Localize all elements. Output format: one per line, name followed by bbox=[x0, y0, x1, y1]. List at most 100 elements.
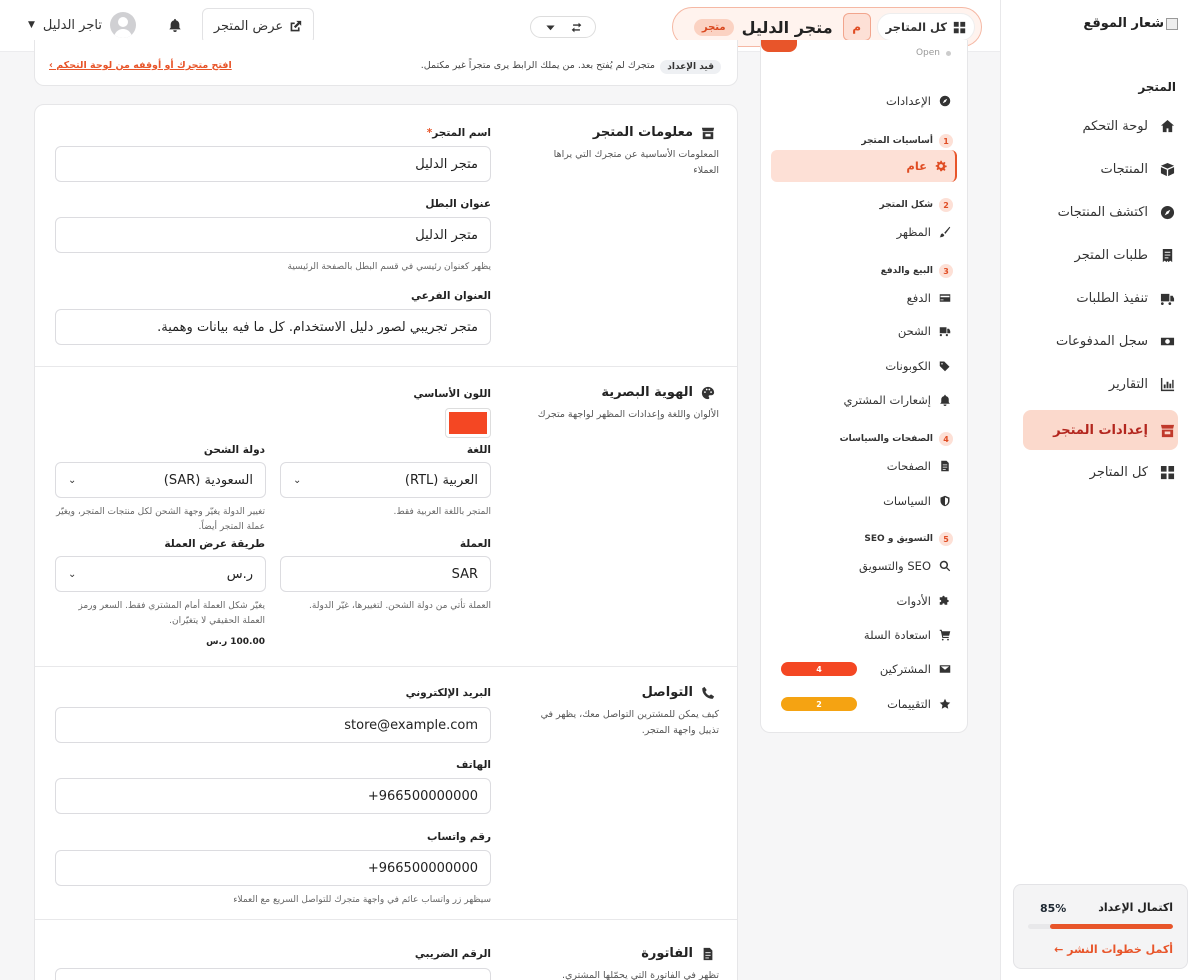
setup-progress-fill bbox=[1049, 924, 1173, 929]
settings-nav-label: التقييمات bbox=[887, 697, 931, 711]
visual-identity-section: الهوية البصرية الألوان واللغة وإعدادات ا… bbox=[35, 367, 737, 667]
settings-nav-appearance[interactable]: المظهر bbox=[771, 222, 951, 242]
current-store-name: متجر الدليل bbox=[741, 17, 833, 37]
brush-icon bbox=[939, 226, 951, 238]
hero-title-label: عنوان البطل bbox=[425, 198, 491, 210]
settings-nav-shipping[interactable]: الشحن bbox=[771, 321, 951, 341]
invoice-icon bbox=[701, 947, 715, 961]
sidebar-item-label: طلبات المتجر bbox=[1074, 247, 1148, 263]
settings-nav-policies[interactable]: السياسات bbox=[771, 491, 951, 511]
language-label: اللغة bbox=[466, 444, 491, 456]
store-info-section: معلومات المتجر المعلومات الأساسية عن متج… bbox=[35, 105, 737, 367]
settings-nav-buyer-notifications[interactable]: إشعارات المشتري bbox=[771, 390, 951, 410]
envelope-icon bbox=[939, 663, 951, 675]
settings-group-basics: 1 أساسيات المتجر bbox=[861, 134, 953, 148]
view-store-button[interactable]: عرض المتجر bbox=[202, 8, 314, 44]
store-switch-dropdown[interactable] bbox=[530, 16, 596, 38]
settings-nav-label: SEO والتسويق bbox=[859, 559, 931, 573]
section-description: تظهر في الفاتورة التي يحمّلها المشتري. bbox=[561, 970, 719, 980]
sidebar-section-title: المتجر bbox=[1138, 80, 1176, 94]
bell-icon[interactable] bbox=[168, 18, 182, 32]
sidebar-item-label: إعدادات المتجر bbox=[1053, 422, 1148, 438]
tags-icon bbox=[939, 360, 951, 372]
setup-progress-card: اكتمال الإعداد 85% أكمل خطوات النشر ← bbox=[1013, 884, 1188, 969]
whatsapp-field[interactable]: +966500000000 bbox=[55, 850, 491, 886]
sidebar-item-products[interactable]: المنتجات bbox=[1023, 150, 1178, 188]
subtitle-input[interactable]: متجر تجريبي لصور دليل الاستخدام. كل ما ف… bbox=[55, 309, 491, 345]
shipping-country-label: دولة الشحن bbox=[203, 444, 265, 456]
group-number: 4 bbox=[939, 432, 953, 446]
swap-arrows-icon bbox=[571, 22, 582, 33]
open-store-link[interactable]: افتح متجرك أو أوقفه من لوحة التحكم › bbox=[49, 60, 232, 71]
setup-progress-bar bbox=[1028, 924, 1173, 929]
sidebar-item-store-orders[interactable]: طلبات المتجر bbox=[1023, 236, 1178, 274]
subscribers-count-badge: 4 bbox=[781, 662, 857, 676]
settings-nav-pages[interactable]: الصفحات bbox=[771, 456, 951, 476]
currency-display-hint: يغيّر شكل العملة أمام المشتري فقط. السعر… bbox=[78, 601, 265, 626]
main-sidebar: شعار الموقع المتجر لوحة التحكم المنتجات … bbox=[1000, 0, 1200, 980]
settings-nav-label: المظهر bbox=[896, 225, 931, 239]
store-status: Open bbox=[916, 48, 951, 58]
group-number: 5 bbox=[939, 532, 953, 546]
settings-nav-reviews[interactable]: التقييمات 2 bbox=[771, 694, 951, 714]
setup-progress-percent: 85% bbox=[1040, 902, 1067, 915]
settings-nav-general[interactable]: عام bbox=[771, 150, 957, 182]
sidebar-item-store-settings[interactable]: إعدادات المتجر bbox=[1023, 410, 1178, 450]
complete-publish-steps-link[interactable]: أكمل خطوات النشر ← bbox=[1054, 943, 1173, 956]
all-stores-button[interactable]: كل المتاجر bbox=[876, 13, 975, 41]
contact-section: التواصل كيف يمكن للمشترين التواصل معك، ي… bbox=[35, 667, 737, 920]
currency-display-value: ر.س bbox=[226, 566, 253, 582]
user-menu[interactable]: تاجر الدليل ▼ bbox=[28, 12, 136, 38]
settings-nav-label: الشحن bbox=[897, 324, 931, 338]
sidebar-item-all-stores[interactable]: كل المتاجر bbox=[1023, 453, 1178, 491]
currency-display-sample: 100.00 ر.س bbox=[206, 637, 265, 647]
bell-icon bbox=[939, 394, 951, 406]
store-switcher[interactable]: كل المتاجر م متجر الدليل متجر bbox=[672, 7, 982, 47]
sidebar-item-dashboard[interactable]: لوحة التحكم bbox=[1023, 107, 1178, 145]
settings-nav-payment[interactable]: الدفع bbox=[771, 288, 951, 308]
view-store-label: عرض المتجر bbox=[213, 18, 284, 34]
language-hint: المتجر باللغة العربية فقط. bbox=[393, 507, 491, 517]
store-name-input[interactable]: متجر الدليل bbox=[55, 146, 491, 182]
sidebar-item-label: التقارير bbox=[1108, 376, 1148, 392]
settings-nav-subscribers[interactable]: المشتركين 4 bbox=[771, 659, 951, 679]
whatsapp-hint: سيظهر زر واتساب عائم في واجهة متجرك للتو… bbox=[233, 895, 491, 905]
settings-nav-tools[interactable]: الأدوات bbox=[771, 591, 951, 611]
site-logo[interactable]: شعار الموقع bbox=[1083, 16, 1178, 31]
truck-icon bbox=[939, 325, 951, 337]
settings-nav-label: الأدوات bbox=[896, 594, 931, 608]
email-label: البريد الإلكتروني bbox=[405, 687, 491, 699]
primary-color-picker[interactable] bbox=[445, 408, 491, 438]
currency-input: SAR bbox=[280, 556, 491, 592]
hero-title-input[interactable]: متجر الدليل bbox=[55, 217, 491, 253]
search-icon bbox=[939, 560, 951, 572]
settings-nav-label: إشعارات المشتري bbox=[843, 393, 931, 407]
settings-nav-settings[interactable]: الإعدادات bbox=[771, 91, 951, 111]
settings-nav-seo[interactable]: SEO والتسويق bbox=[771, 556, 951, 576]
sidebar-item-reports[interactable]: التقارير bbox=[1023, 365, 1178, 403]
section-description: الألوان واللغة وإعدادات المظهر لواجهة مت… bbox=[537, 409, 719, 420]
puzzle-icon bbox=[939, 595, 951, 607]
section-title: التواصل bbox=[641, 685, 693, 700]
chevron-down-icon bbox=[545, 22, 556, 33]
settings-nav-cart-recovery[interactable]: استعادة السلة bbox=[771, 625, 951, 645]
shipping-country-select[interactable]: السعودية (SAR) ⌄ bbox=[55, 462, 266, 498]
store-name-label: اسم المتجر* bbox=[427, 127, 491, 139]
status-indicator bbox=[761, 40, 797, 52]
tax-number-input[interactable] bbox=[55, 968, 491, 980]
settings-nav-coupons[interactable]: الكوبونات bbox=[771, 356, 951, 376]
primary-color-label: اللون الأساسي bbox=[413, 388, 491, 400]
sidebar-item-payments-log[interactable]: سجل المدفوعات bbox=[1023, 322, 1178, 360]
section-description: المعلومات الأساسية عن متجرك التي يراها ا… bbox=[553, 149, 719, 176]
currency-display-select[interactable]: ر.س ⌄ bbox=[55, 556, 266, 592]
sidebar-item-discover-products[interactable]: اكتشف المنتجات bbox=[1023, 193, 1178, 231]
compass-icon bbox=[939, 95, 951, 107]
settings-nav-label: السياسات bbox=[883, 494, 931, 508]
settings-nav-label: الكوبونات bbox=[885, 359, 931, 373]
sidebar-item-fulfillment[interactable]: تنفيذ الطلبات bbox=[1023, 279, 1178, 317]
email-field[interactable]: store@example.com bbox=[55, 707, 491, 743]
group-number: 2 bbox=[939, 198, 953, 212]
language-select[interactable]: العربية (RTL) ⌄ bbox=[280, 462, 491, 498]
logo-image-icon bbox=[1166, 17, 1178, 30]
phone-field[interactable]: +966500000000 bbox=[55, 778, 491, 814]
